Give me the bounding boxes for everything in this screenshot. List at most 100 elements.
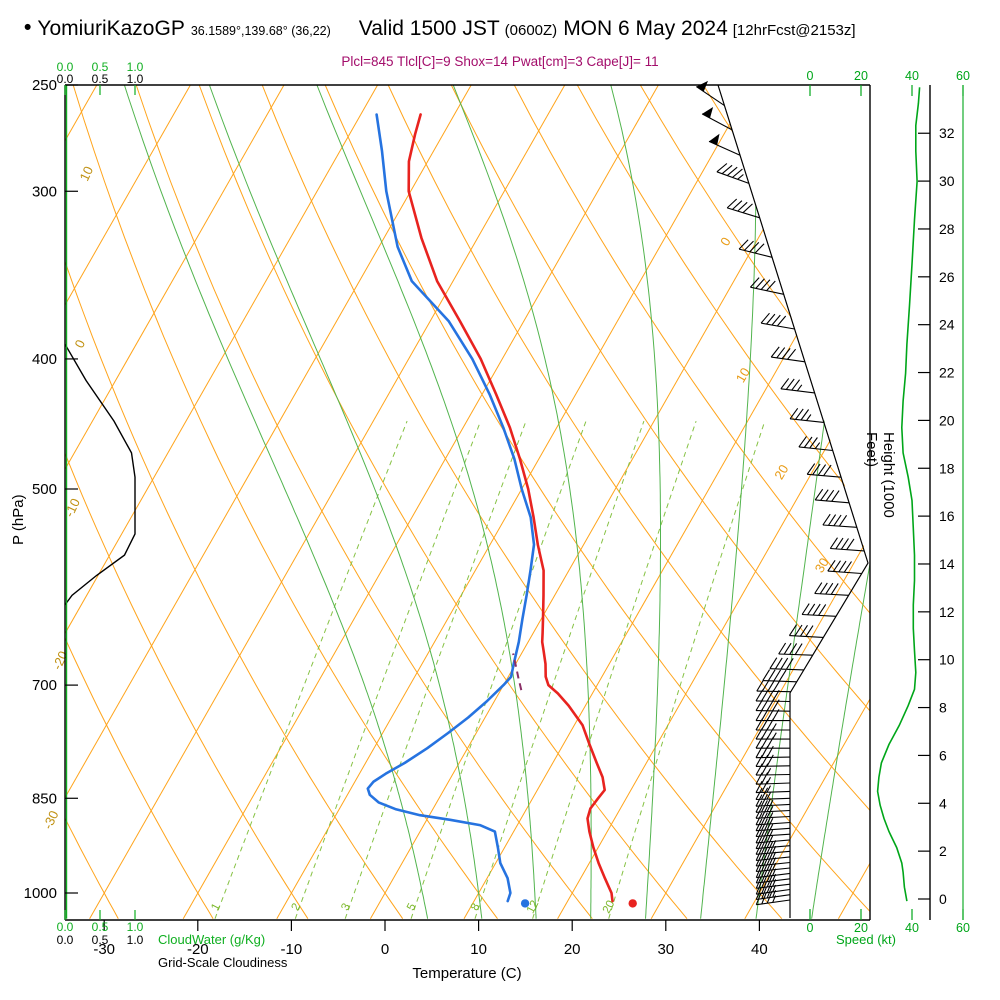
height-tick-label: 6 <box>939 747 947 763</box>
isotherm-label: 0 <box>717 235 734 249</box>
speed-tick-label-bottom: 20 <box>854 921 868 935</box>
cloudiness-scale-bottom: 0.5 <box>92 933 109 947</box>
pressure-tick-label: 250 <box>32 77 57 94</box>
cloudiness-scale-top: 1.0 <box>127 72 144 86</box>
cloudiness-scale-bottom: 0.0 <box>57 933 74 947</box>
height-tick-label: 10 <box>939 652 955 668</box>
wind-barb <box>755 885 791 901</box>
isotherm-label: 10 <box>733 365 753 385</box>
temperature-tick-label: 20 <box>564 941 581 958</box>
cloudiness-scale-bottom: 1.0 <box>127 933 144 947</box>
wind-staff-line <box>717 84 869 918</box>
cloudwater-axis-title: CloudWater (g/Kg) <box>158 932 266 947</box>
wind-barbs <box>695 80 869 918</box>
station-name: YomiuriKazoGP <box>37 17 185 40</box>
wind-barb <box>716 163 750 184</box>
cloudwater-scale-top: 0.0 <box>57 60 74 74</box>
surface-temperature-dot <box>628 899 637 908</box>
height-tick-label: 32 <box>939 125 955 141</box>
height-tick-label: 2 <box>939 843 947 859</box>
dry-adiabat-label: -20 <box>49 649 71 672</box>
wind-barb <box>822 513 857 528</box>
wind-barb <box>806 463 842 478</box>
cloudiness-scale-top: 0.5 <box>92 72 109 86</box>
isotherm-label: 20 <box>771 462 791 482</box>
cloudwater-scale-bottom: 1.0 <box>127 920 144 934</box>
valid-date: MON 6 May 2024 <box>563 17 728 40</box>
height-axis-title: Height (1000 Feet) <box>863 432 897 518</box>
wind-barb <box>701 107 733 131</box>
temperature-tick-label: -10 <box>281 941 303 958</box>
wind-barb <box>755 794 791 807</box>
speed-axis-title: Speed (kt) <box>836 932 896 947</box>
wind-speed-curve <box>876 87 921 902</box>
height-tick-label: 14 <box>939 556 955 572</box>
chart-header: • YomiuriKazoGP 36.1589°,139.68° (36,22) Va… <box>24 16 856 41</box>
height-tick-label: 30 <box>939 173 955 189</box>
cloudiness-curve <box>64 343 136 606</box>
speed-tick-label-top: 40 <box>905 69 919 83</box>
wind-barb <box>738 239 773 258</box>
cloudwater-scale-bottom: 0.5 <box>92 920 109 934</box>
height-tick-label: 24 <box>939 317 955 333</box>
wind-barb <box>756 679 791 693</box>
dry-adiabat-label: 10 <box>76 164 96 183</box>
valid-zulu-time: (0600Z) <box>504 22 558 39</box>
temperature-curve <box>407 113 614 903</box>
cloudiness-axis-title: Grid-Scale Cloudiness <box>158 955 288 970</box>
wind-barb <box>755 787 791 801</box>
height-tick-label: 12 <box>939 604 955 620</box>
wind-barb <box>778 642 813 656</box>
mixing-ratio-label: 3 <box>339 901 353 912</box>
pressure-tick-label: 850 <box>32 790 57 807</box>
height-tick-label: 20 <box>939 412 955 428</box>
height-tick-label: 28 <box>939 221 955 237</box>
wind-barb <box>755 780 791 794</box>
surface-dewpoint-dot <box>520 899 530 908</box>
height-tick-label: 4 <box>939 795 947 811</box>
cloudiness-scale-top: 0.0 <box>57 72 74 86</box>
wind-barb <box>755 754 791 767</box>
wind-barb <box>726 198 760 219</box>
wind-barb <box>814 582 849 596</box>
pressure-tick-label: 400 <box>32 351 57 368</box>
wind-barb <box>708 133 741 156</box>
stability-params: Plcl=845 Tlcl[C]=9 Shox=14 Pwat[cm]=3 Ca… <box>341 54 659 69</box>
wind-barb <box>798 436 833 452</box>
wind-barb <box>788 624 824 638</box>
wind-barb <box>760 312 795 330</box>
wind-barb <box>769 657 804 671</box>
mixing-ratio-label: 20 <box>601 899 618 916</box>
height-tick-label: 26 <box>939 269 955 285</box>
speed-tick-label-top: 60 <box>956 69 970 83</box>
wind-barb <box>755 812 791 826</box>
wind-barb <box>829 537 865 552</box>
wind-barb <box>762 669 797 683</box>
pressure-axis-title: P (hPa) <box>10 494 27 545</box>
pressure-tick-label: 700 <box>32 677 57 694</box>
temperature-tick-label: -30 <box>93 941 115 958</box>
mixing-ratio-label: 8 <box>469 901 483 912</box>
station-coords: 36.1589°,139.68° (36,22) <box>190 24 331 38</box>
cloudwater-scale-top: 1.0 <box>127 60 144 74</box>
temperature-tick-label: -20 <box>187 941 209 958</box>
background-grid <box>65 85 870 920</box>
temperature-tick-label: 10 <box>470 941 487 958</box>
wind-barb <box>814 488 850 504</box>
wind-barb <box>695 80 725 107</box>
mixing-ratio-label: 5 <box>405 901 419 912</box>
temperature-tick-label: 0 <box>381 941 389 958</box>
speed-tick-label-bottom: 40 <box>905 921 919 935</box>
height-tick-label: 18 <box>939 460 955 476</box>
wind-barb <box>801 603 837 617</box>
temperature-axis-title: Temperature (C) <box>412 965 522 982</box>
dry-adiabat-label: -30 <box>40 808 62 831</box>
pressure-tick-label: 500 <box>32 481 57 498</box>
temperature-tick-label: 40 <box>751 941 768 958</box>
height-tick-label: 8 <box>939 700 947 716</box>
pressure-tick-label: 1000 <box>24 885 57 902</box>
